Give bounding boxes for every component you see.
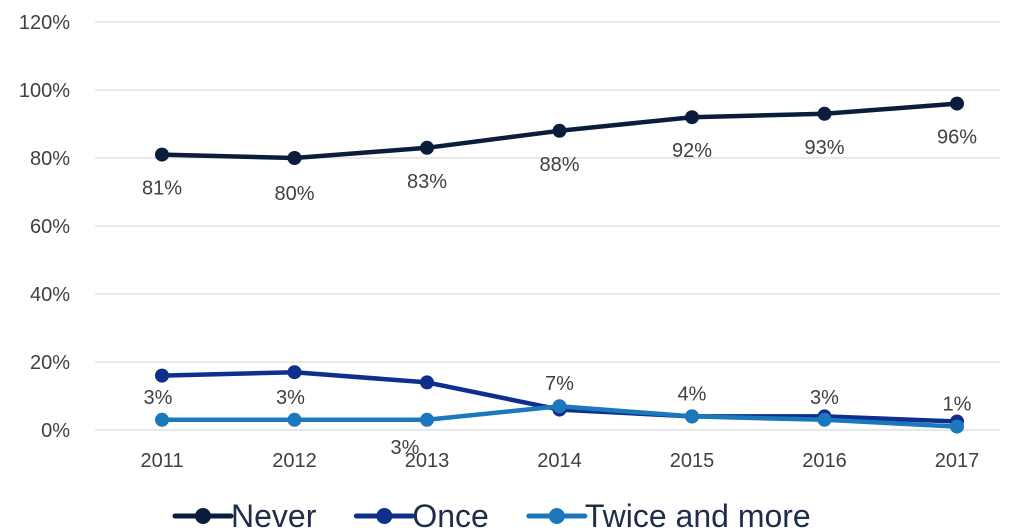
x-tick-label: 2013	[405, 450, 450, 472]
series-twice-and-more	[155, 399, 964, 434]
data-label-twice-and-more: 7%	[545, 373, 574, 395]
data-label-twice-and-more: 3%	[391, 437, 420, 459]
legend-item-once: Once	[353, 498, 489, 531]
data-point-never	[685, 110, 699, 125]
data-point-twice-and-more	[552, 399, 567, 414]
legend-marker-twice-and-more	[548, 508, 565, 524]
y-axis-ticks: 0% 20% 40% 60% 80% 100% 120%	[19, 12, 70, 442]
x-tick-label: 2011	[140, 450, 183, 472]
data-label-never: 93%	[804, 137, 844, 159]
y-tick-label: 60%	[30, 216, 70, 238]
y-tick-label: 0%	[41, 420, 70, 442]
legend-marker-once	[376, 508, 393, 524]
x-tick-label: 2016	[802, 450, 847, 472]
legend-item-twice-and-more: Twice and more	[526, 498, 811, 531]
x-axis-ticks: 2011 2012 2013 2014 2015 2016 2017	[140, 450, 979, 472]
x-tick-label: 2015	[670, 450, 715, 472]
data-point-once	[155, 368, 169, 383]
y-tick-label: 100%	[19, 80, 70, 102]
data-point-never	[287, 151, 302, 165]
data-point-twice-and-more	[155, 412, 169, 427]
data-label-never: 83%	[407, 171, 447, 193]
y-tick-label: 80%	[30, 148, 70, 170]
y-tick-label: 20%	[30, 352, 70, 374]
data-point-never	[552, 123, 567, 138]
data-label-twice-and-more: 3%	[810, 387, 839, 409]
data-point-never	[817, 106, 832, 121]
data-labels: 81% 80% 83% 88% 92% 93% 96% 3% 3% 3% 7% 4% 3% 1%	[142, 127, 977, 459]
data-label-twice-and-more: 3%	[276, 387, 305, 409]
data-point-twice-and-more	[420, 412, 434, 427]
legend: Never Once Twice and more	[172, 498, 811, 531]
y-tick-label: 120%	[19, 12, 70, 34]
legend-label-once: Once	[412, 498, 488, 531]
data-point-twice-and-more	[287, 412, 302, 427]
data-label-never: 81%	[142, 178, 182, 200]
legend-item-never: Never	[172, 498, 317, 531]
data-point-twice-and-more	[950, 419, 964, 434]
series-lines	[155, 96, 964, 434]
data-label-twice-and-more: 3%	[144, 387, 173, 409]
legend-label-never: Never	[231, 498, 317, 531]
legend-marker-never	[195, 508, 211, 524]
data-label-twice-and-more: 1%	[943, 394, 972, 416]
data-point-once	[420, 375, 434, 390]
data-point-once	[287, 365, 302, 380]
gridlines	[95, 21, 1000, 431]
x-tick-label: 2012	[272, 450, 317, 472]
data-point-never	[420, 140, 434, 155]
x-tick-label: 2014	[537, 450, 582, 472]
data-point-never	[950, 96, 964, 111]
x-tick-label: 2017	[935, 450, 980, 472]
y-tick-label: 40%	[30, 284, 70, 306]
data-point-never	[155, 147, 169, 162]
data-label-never: 92%	[672, 140, 712, 162]
data-label-twice-and-more: 4%	[678, 383, 707, 405]
data-point-twice-and-more	[817, 412, 832, 427]
series-never	[155, 96, 964, 165]
data-label-never: 80%	[274, 183, 314, 205]
data-label-never: 96%	[937, 127, 977, 149]
legend-label-twice-and-more: Twice and more	[585, 498, 811, 531]
data-label-never: 88%	[539, 154, 579, 176]
data-point-twice-and-more	[685, 409, 699, 424]
